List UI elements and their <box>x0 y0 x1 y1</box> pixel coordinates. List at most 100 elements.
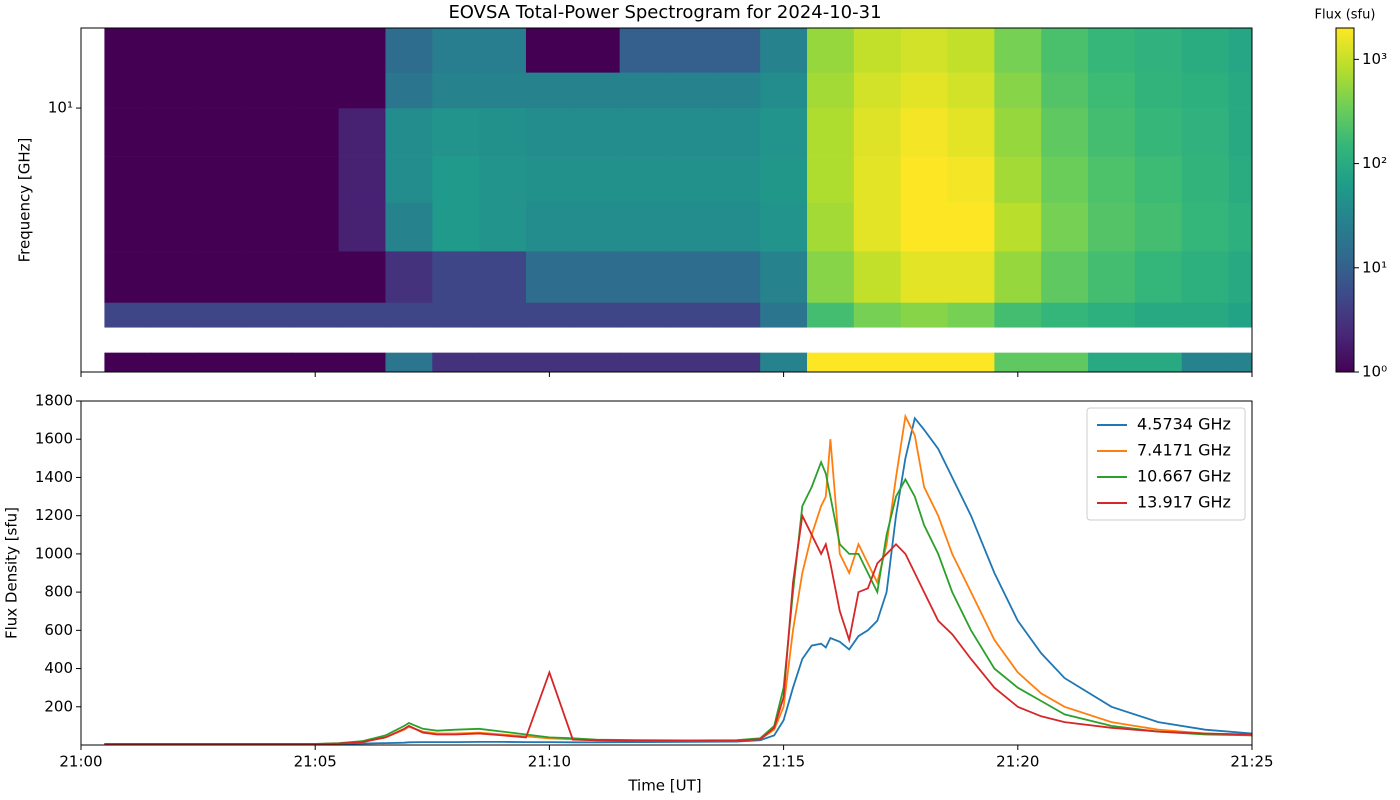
heatmap-cell <box>572 72 621 109</box>
heatmap-cell <box>1041 28 1089 73</box>
heatmap-cell <box>994 108 1042 157</box>
heatmap-cell <box>619 202 667 252</box>
heatmap-cell <box>807 352 855 373</box>
heatmap-cell <box>338 108 386 157</box>
heatmap-cell <box>1134 72 1183 109</box>
data-line <box>104 459 1253 745</box>
heatmap-cell <box>1041 156 1089 203</box>
heatmap-cell <box>666 156 714 203</box>
heatmap-cell <box>807 72 855 109</box>
x-tick-label: 21:20 <box>996 753 1039 771</box>
heatmap-cell <box>947 202 995 252</box>
heatmap-cell <box>760 302 808 328</box>
heatmap-cell <box>1041 108 1089 157</box>
colorbar-tick-label: 10² <box>1362 154 1387 172</box>
y-tick-label: 1400 <box>35 468 73 486</box>
y-axis-label: Flux Density [sfu] <box>3 507 21 639</box>
heatmap-cell <box>151 202 199 252</box>
heatmap-cell <box>900 156 949 203</box>
heatmap-cell <box>291 108 340 157</box>
heatmap-cell <box>760 28 808 73</box>
heatmap-cell <box>244 156 293 203</box>
x-tick-label: 21:25 <box>1230 753 1273 771</box>
heatmap-cell <box>666 302 714 328</box>
y-tick-label: 800 <box>44 583 73 601</box>
x-axis-label: Time [UT] <box>627 777 701 795</box>
heatmap-cell <box>1088 302 1136 328</box>
heatmap-cell <box>198 202 246 252</box>
heatmap-cell <box>853 72 902 109</box>
heatmap-cell <box>619 156 667 203</box>
heatmap-cell <box>432 28 480 73</box>
heatmap-cell <box>760 156 808 203</box>
heatmap-cell <box>994 302 1042 328</box>
heatmap-cell <box>1228 202 1253 252</box>
data-line <box>104 512 1253 745</box>
heatmap-cell <box>385 156 433 203</box>
y-axis-label: Frequency [GHz] <box>16 138 34 263</box>
heatmap-cell <box>572 302 621 328</box>
heatmap-cell <box>385 352 433 373</box>
heatmap-cell <box>1181 202 1230 252</box>
heatmap-cell <box>244 352 293 373</box>
heatmap-cell <box>1134 302 1183 328</box>
data-line <box>104 416 1253 745</box>
heatmap-cell <box>853 28 902 73</box>
colorbar-tick-label: 10⁰ <box>1362 363 1387 381</box>
x-tick-label: 21:00 <box>59 753 102 771</box>
heatmap-cell <box>572 251 621 303</box>
heatmap-cell <box>947 28 995 73</box>
heatmap-cell <box>994 156 1042 203</box>
heatmap-cell <box>760 108 808 157</box>
heatmap-cell <box>151 72 199 109</box>
heatmap-cell <box>198 251 246 303</box>
heatmap-cell <box>900 108 949 157</box>
heatmap-cell <box>1041 72 1089 109</box>
heatmap-cell <box>1088 352 1136 373</box>
heatmap-cell <box>338 72 386 109</box>
heatmap-cell <box>198 28 246 73</box>
heatmap-cells <box>104 28 1253 373</box>
heatmap-cell <box>666 202 714 252</box>
heatmap-cell <box>479 108 527 157</box>
heatmap-cell <box>1228 28 1253 73</box>
heatmap-cell <box>947 352 995 373</box>
heatmap-cell <box>1228 156 1253 203</box>
heatmap-cell <box>291 302 340 328</box>
heatmap-cell <box>1134 251 1183 303</box>
heatmap-cell <box>1088 108 1136 157</box>
heatmap-cell <box>1181 72 1230 109</box>
heatmap-cell <box>198 302 246 328</box>
heatmap-cell <box>666 72 714 109</box>
plot-frame <box>80 27 1253 373</box>
heatmap-cell <box>432 302 480 328</box>
heatmap-cell <box>291 28 340 73</box>
chart-title: EOVSA Total-Power Spectrogram for 2024-1… <box>448 2 881 23</box>
heatmap-cell <box>853 202 902 252</box>
heatmap-cell <box>1041 352 1089 373</box>
heatmap-cell <box>666 28 714 73</box>
heatmap-cell <box>900 251 949 303</box>
heatmap-cell <box>1134 156 1183 203</box>
heatmap-cell <box>479 72 527 109</box>
heatmap-cell <box>525 28 574 73</box>
heatmap-cell <box>525 352 574 373</box>
heatmap-cell <box>104 28 152 73</box>
heatmap-cell <box>572 108 621 157</box>
heatmap-cell <box>104 202 152 252</box>
heatmap-cell <box>1228 352 1253 373</box>
heatmap-cell <box>244 108 293 157</box>
heatmap-cell <box>994 72 1042 109</box>
heatmap-cell <box>291 72 340 109</box>
heatmap-cell <box>760 352 808 373</box>
heatmap-cell <box>947 302 995 328</box>
heatmap-cell <box>713 352 761 373</box>
heatmap-cell <box>479 28 527 73</box>
heatmap-cell <box>1134 108 1183 157</box>
heatmap-cell <box>525 72 574 109</box>
heatmap-cell <box>291 352 340 373</box>
heatmap-cell <box>619 72 667 109</box>
heatmap-cell <box>385 28 433 73</box>
heatmap-cell <box>291 251 340 303</box>
